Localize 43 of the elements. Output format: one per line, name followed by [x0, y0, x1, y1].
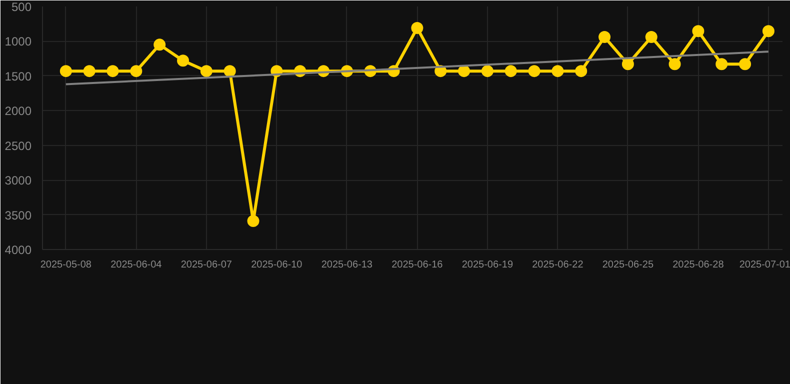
y-tick-label: 1500	[4, 69, 32, 84]
y-tick-label: 3000	[4, 174, 32, 188]
point	[528, 65, 540, 78]
point	[130, 65, 142, 78]
y-tick-label: 2500	[4, 138, 32, 153]
point	[83, 65, 96, 78]
point	[481, 65, 494, 78]
point	[622, 58, 634, 70]
point	[668, 58, 681, 70]
point	[762, 25, 774, 38]
point	[739, 58, 752, 70]
point	[458, 65, 470, 78]
y-tick-label: 1000	[4, 34, 32, 49]
point	[247, 215, 260, 228]
point	[224, 65, 236, 78]
point	[106, 65, 119, 78]
point	[645, 31, 658, 44]
point	[200, 65, 212, 78]
point	[598, 31, 611, 44]
x-tick-label: 2025-06-13	[321, 260, 373, 270]
y-tick-label: 4000	[4, 243, 32, 257]
point	[177, 54, 190, 67]
x-tick-label: 2025-06-25	[602, 260, 654, 270]
x-tick-label: 2025-05-08	[40, 260, 92, 270]
point	[692, 25, 704, 38]
point	[154, 38, 166, 51]
point	[716, 58, 728, 70]
x-tick-label: 2025-06-22	[532, 260, 584, 270]
x-tick-label: 2025-06-19	[462, 260, 514, 270]
y-tick-label: 2000	[4, 104, 32, 118]
point	[575, 65, 588, 78]
x-tick-label: 2025-06-28	[672, 260, 724, 270]
y-tick-label: 500	[11, 0, 32, 14]
x-tick-label: 2025-06-07	[180, 260, 232, 270]
point	[504, 65, 517, 78]
x-tick-label: 2025-07-01	[739, 260, 790, 270]
point	[552, 65, 564, 78]
point	[60, 65, 72, 78]
point	[411, 22, 424, 34]
x-tick-label: 2025-06-10	[251, 260, 303, 270]
x-tick-label: 2025-06-04	[110, 260, 162, 270]
x-tick-label: 2025-06-16	[392, 260, 444, 270]
y-tick-label: 3500	[4, 208, 32, 222]
